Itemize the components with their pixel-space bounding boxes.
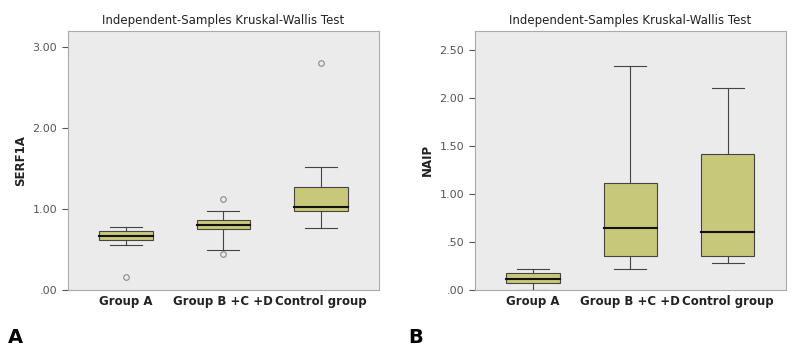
Text: A: A	[8, 328, 23, 346]
Bar	[603, 182, 657, 256]
Bar	[701, 154, 754, 256]
Title: Independent-Samples Kruskal-Wallis Test: Independent-Samples Kruskal-Wallis Test	[510, 14, 751, 27]
Text: B: B	[408, 328, 422, 346]
Bar	[99, 231, 153, 240]
Bar	[506, 273, 560, 283]
Bar	[197, 220, 250, 229]
Y-axis label: NAIP: NAIP	[421, 144, 434, 176]
Bar	[294, 187, 347, 211]
Y-axis label: SERF1A: SERF1A	[14, 135, 27, 186]
Title: Independent-Samples Kruskal-Wallis Test: Independent-Samples Kruskal-Wallis Test	[102, 14, 345, 27]
